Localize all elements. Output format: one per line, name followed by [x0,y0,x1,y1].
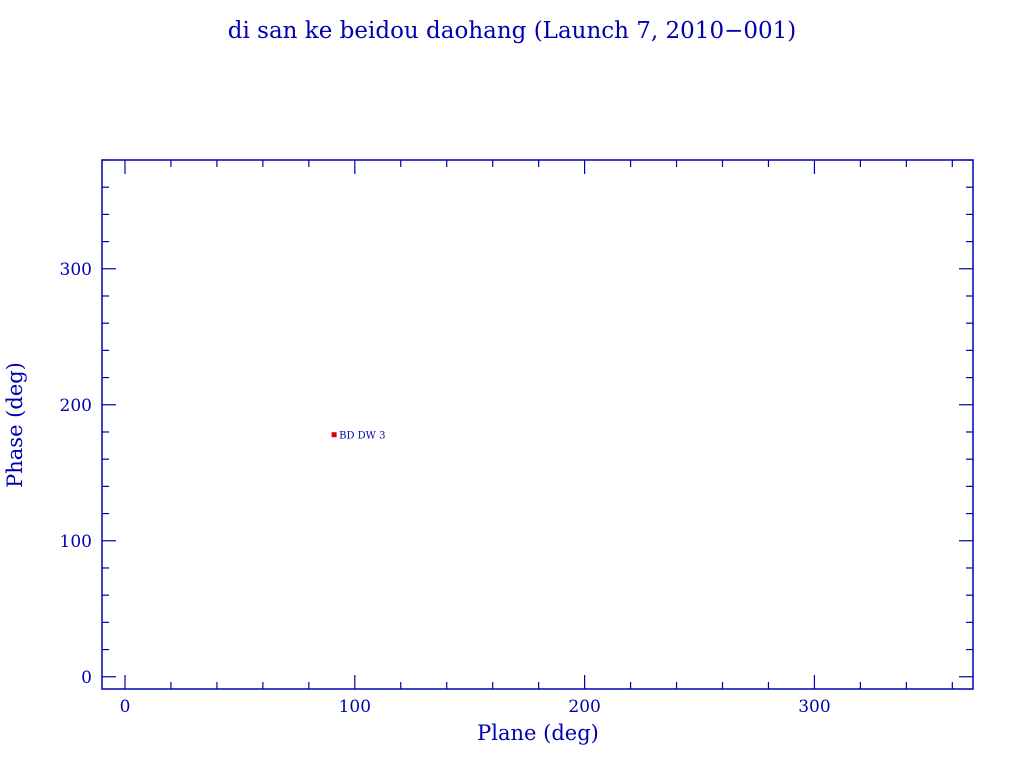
x-tick-label: 100 [339,697,371,717]
y-axis-label: Phase (deg) [3,362,27,488]
chart-title: di san ke beidou daohang (Launch 7, 2010… [228,18,796,44]
data-point-label: BD DW 3 [339,431,385,442]
x-tick-label: 200 [568,697,600,717]
plot-frame [101,159,974,690]
x-axis-label: Plane (deg) [477,721,599,745]
data-point [331,432,337,438]
x-tick-label: 300 [798,697,830,717]
y-tick-label: 100 [60,532,92,552]
y-tick-label: 0 [81,668,92,688]
axis-ticks: 0 100 200 300 0 100 200 300 [60,159,973,717]
y-tick-label: 300 [60,260,92,280]
data-points: BD DW 3 [331,431,386,442]
y-tick-label: 200 [60,396,92,416]
x-tick-label: 0 [120,697,131,717]
